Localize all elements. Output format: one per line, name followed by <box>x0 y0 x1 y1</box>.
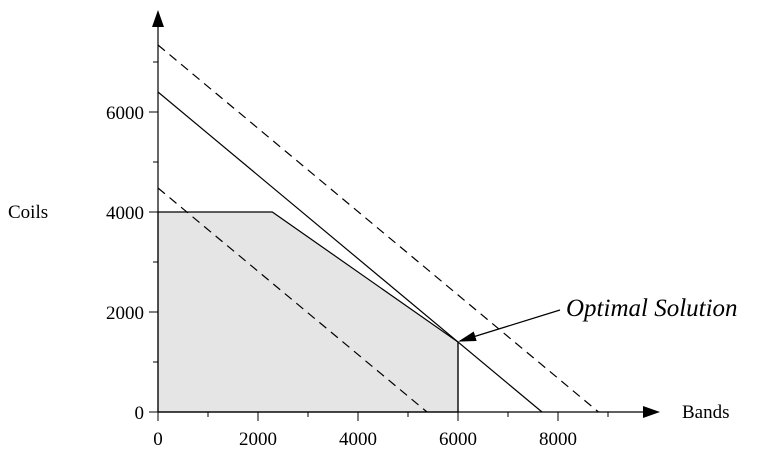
x-tick-label: 8000 <box>539 429 577 450</box>
y-tick-label: 0 <box>135 403 145 424</box>
x-tick-label: 4000 <box>339 429 377 450</box>
optimal-solution-arrow <box>458 309 561 342</box>
x-tick-label: 6000 <box>439 429 477 450</box>
x-tick-label: 0 <box>153 429 163 450</box>
x-axis-label: Bands <box>682 402 730 423</box>
constraint-line-0 <box>157 91 543 413</box>
y-tick-label: 6000 <box>106 103 144 124</box>
y-axis-label: Coils <box>8 202 48 223</box>
constraint-line-1 <box>157 44 599 413</box>
y-tick-label: 2000 <box>106 303 144 324</box>
feasible-region <box>157 211 459 413</box>
x-axis-arrow <box>643 406 660 418</box>
optimal-solution-label: Optimal Solution <box>566 295 738 322</box>
x-tick-label: 2000 <box>239 429 277 450</box>
constraint-line-2 <box>157 187 428 413</box>
y-axis-arrow <box>152 10 164 27</box>
y-tick-label: 4000 <box>106 203 144 224</box>
